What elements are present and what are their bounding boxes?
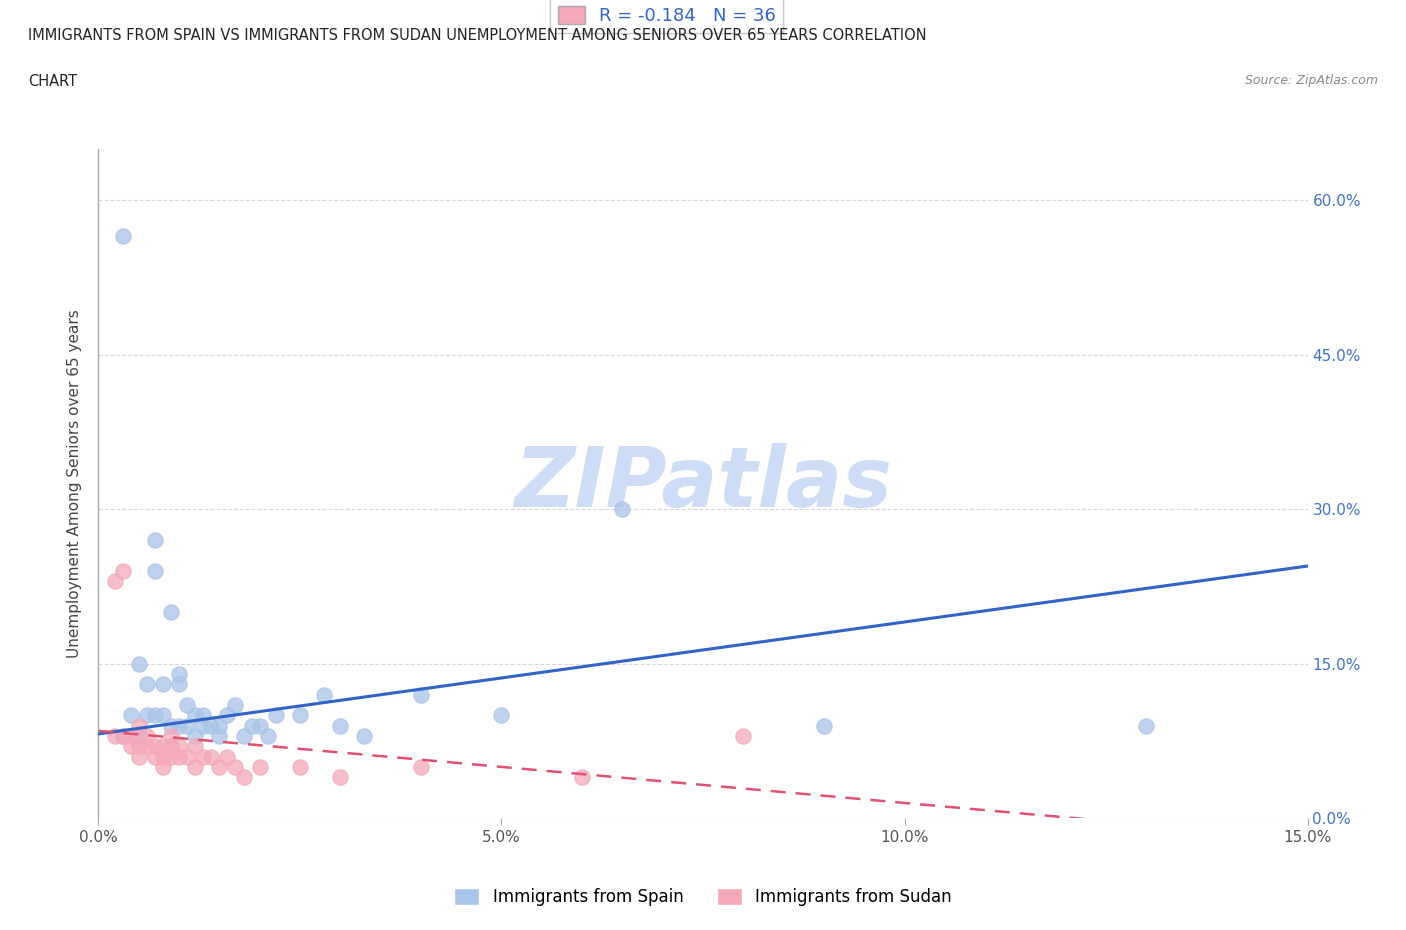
Point — [329, 770, 352, 785]
Point — [143, 564, 166, 578]
Point — [103, 574, 125, 589]
Point — [160, 728, 183, 743]
Point — [200, 750, 222, 764]
Text: Source: ZipAtlas.com: Source: ZipAtlas.com — [1244, 74, 1378, 87]
Legend: Immigrants from Spain, Immigrants from Sudan: Immigrants from Spain, Immigrants from S… — [447, 881, 959, 912]
Point — [167, 718, 190, 733]
Point — [224, 760, 246, 775]
Text: IMMIGRANTS FROM SPAIN VS IMMIGRANTS FROM SUDAN UNEMPLOYMENT AMONG SENIORS OVER 6: IMMIGRANTS FROM SPAIN VS IMMIGRANTS FROM… — [28, 28, 927, 43]
Point — [152, 760, 174, 775]
Point — [128, 750, 150, 764]
Point — [135, 677, 157, 692]
Point — [314, 687, 336, 702]
Point — [152, 750, 174, 764]
Point — [813, 718, 835, 733]
Legend: R =  0.203   N = 42, R = -0.184   N = 36: R = 0.203 N = 42, R = -0.184 N = 36 — [550, 0, 783, 33]
Point — [176, 698, 198, 712]
Point — [167, 750, 190, 764]
Point — [200, 718, 222, 733]
Point — [264, 708, 287, 723]
Point — [288, 760, 311, 775]
Point — [612, 502, 634, 517]
Point — [184, 708, 207, 723]
Point — [143, 738, 166, 753]
Point — [128, 738, 150, 753]
Point — [160, 604, 183, 619]
Point — [208, 718, 231, 733]
Point — [256, 728, 278, 743]
Point — [232, 728, 254, 743]
Point — [167, 667, 190, 682]
Point — [571, 770, 593, 785]
Point — [128, 728, 150, 743]
Point — [224, 698, 246, 712]
Point — [111, 564, 134, 578]
Point — [128, 718, 150, 733]
Point — [288, 708, 311, 723]
Point — [329, 718, 352, 733]
Point — [128, 657, 150, 671]
Point — [120, 708, 142, 723]
Point — [1135, 718, 1157, 733]
Text: CHART: CHART — [28, 74, 77, 89]
Point — [152, 677, 174, 692]
Point — [733, 728, 755, 743]
Point — [111, 728, 134, 743]
Point — [184, 728, 207, 743]
Point — [103, 728, 125, 743]
Point — [152, 738, 174, 753]
Point — [135, 728, 157, 743]
Point — [249, 718, 271, 733]
Point — [208, 760, 231, 775]
Point — [217, 708, 239, 723]
Point — [167, 738, 190, 753]
Point — [184, 760, 207, 775]
Point — [176, 750, 198, 764]
Point — [111, 728, 134, 743]
Point — [135, 708, 157, 723]
Point — [208, 728, 231, 743]
Point — [491, 708, 513, 723]
Point — [120, 738, 142, 753]
Point — [120, 728, 142, 743]
Point — [240, 718, 263, 733]
Point — [160, 738, 183, 753]
Point — [193, 750, 215, 764]
Point — [193, 718, 215, 733]
Point — [176, 718, 198, 733]
Point — [249, 760, 271, 775]
Point — [217, 750, 239, 764]
Point — [193, 708, 215, 723]
Point — [152, 708, 174, 723]
Point — [409, 760, 432, 775]
Point — [111, 229, 134, 244]
Point — [167, 677, 190, 692]
Text: ZIPatlas: ZIPatlas — [515, 443, 891, 525]
Point — [135, 738, 157, 753]
Point — [160, 718, 183, 733]
Point — [143, 708, 166, 723]
Point — [409, 687, 432, 702]
Point — [232, 770, 254, 785]
Point — [353, 728, 375, 743]
Point — [143, 750, 166, 764]
Y-axis label: Unemployment Among Seniors over 65 years: Unemployment Among Seniors over 65 years — [67, 309, 83, 658]
Point — [184, 738, 207, 753]
Point — [143, 533, 166, 548]
Point — [160, 750, 183, 764]
